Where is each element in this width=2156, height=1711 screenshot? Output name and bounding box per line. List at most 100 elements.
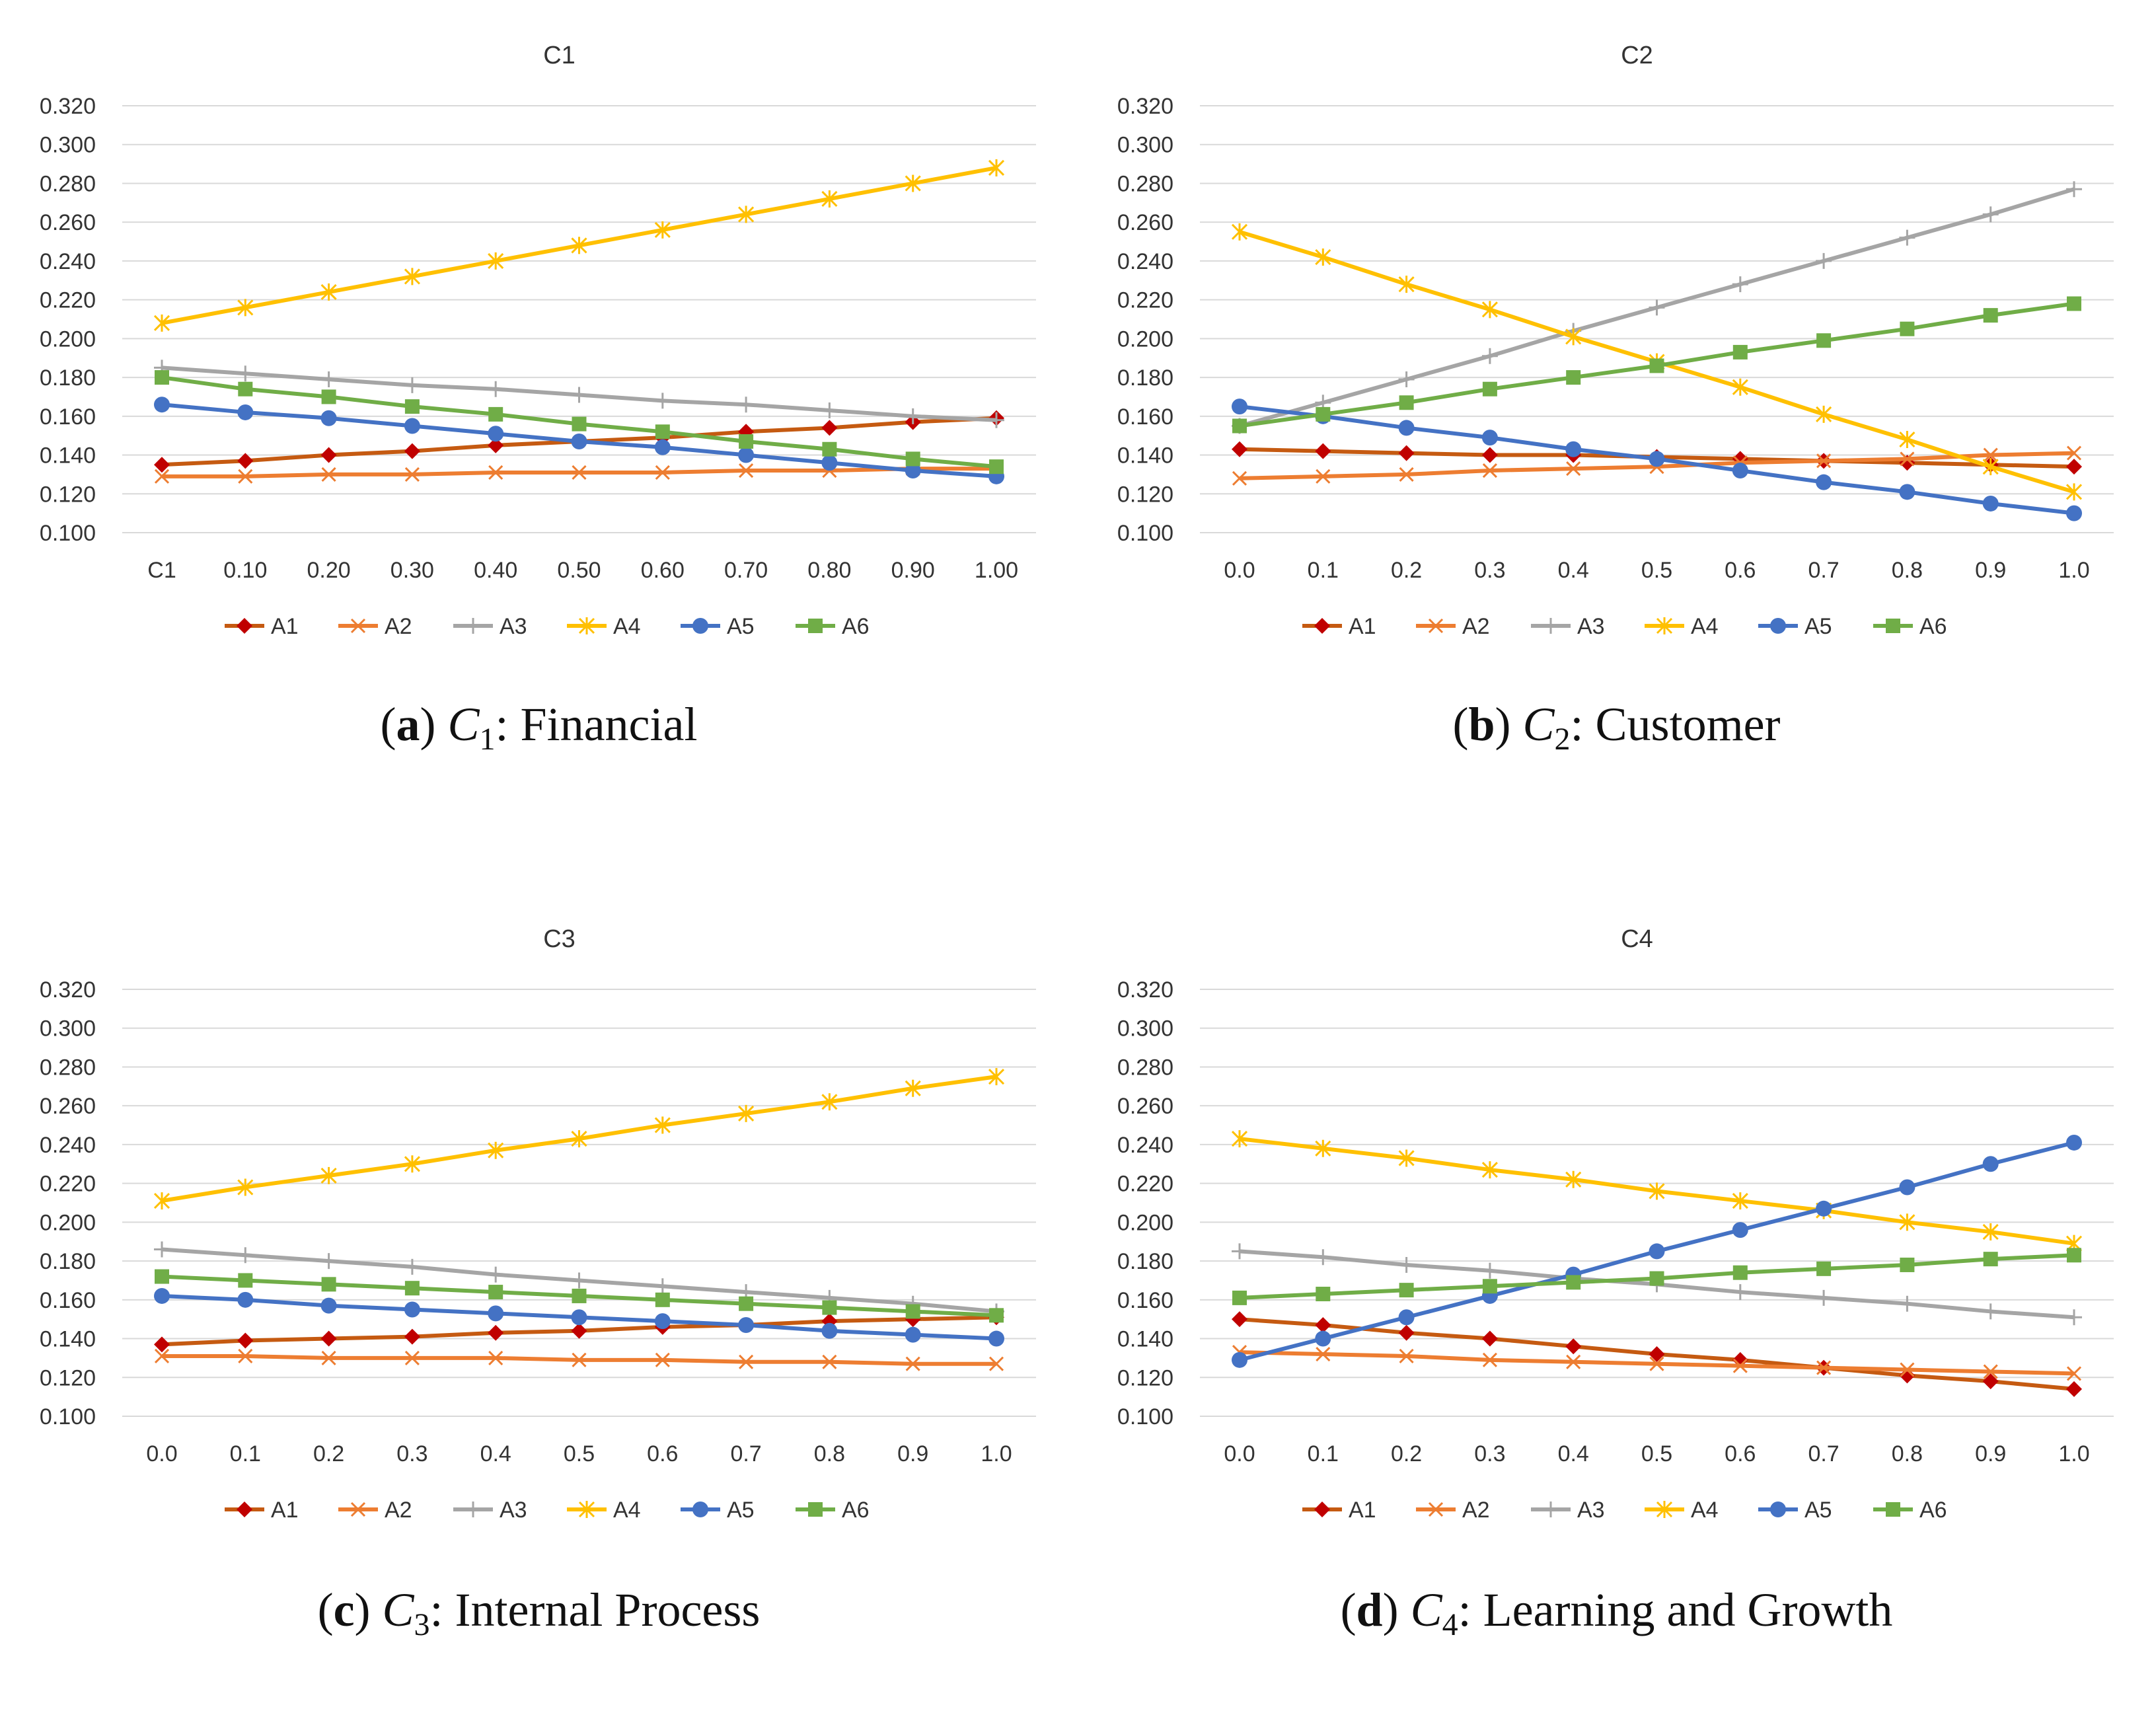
- data-point: [905, 1356, 920, 1371]
- panel-c-internal-process: C3 0.100 0.120 0.140 0.160 0.180 0.200 0.220 0.2…: [0, 884, 1078, 1711]
- data-point: [321, 1277, 336, 1292]
- data-point: [738, 1104, 755, 1122]
- data-point: [1399, 1348, 1414, 1364]
- legend-label: A4: [1691, 614, 1719, 639]
- data-point: [154, 397, 170, 413]
- data-point: [1899, 431, 1915, 449]
- data-point: [1232, 1351, 1247, 1368]
- data-point: [238, 1273, 253, 1288]
- y-tick-label: 0.140: [40, 1327, 96, 1352]
- series-a3: [154, 360, 1004, 428]
- series-a4: [153, 1068, 1005, 1210]
- data-point: [404, 1301, 420, 1318]
- x-tick-label: 1.00: [975, 558, 1018, 583]
- data-point: [1732, 1358, 1748, 1373]
- data-point: [572, 465, 587, 480]
- data-point: [1566, 1275, 1581, 1290]
- panel-d-learning-growth: C4 0.100 0.120 0.140 0.160 0.180 0.200 0.220 0.2…: [1078, 884, 2155, 1711]
- series-a5: [1232, 1134, 2082, 1368]
- data-point: [1398, 1256, 1415, 1273]
- data-point: [572, 416, 587, 432]
- legend-label: A2: [385, 1498, 412, 1523]
- y-tick-label: 0.160: [40, 1288, 96, 1313]
- legend-item-a5: A5: [1758, 1498, 1832, 1523]
- data-point: [154, 1241, 170, 1258]
- legend-label: A5: [1804, 1498, 1832, 1523]
- x-tick-label: 0.7: [730, 1441, 761, 1466]
- data-point: [488, 1266, 504, 1283]
- x-tick-label: 0.8: [814, 1441, 845, 1466]
- data-point: [1316, 406, 1331, 422]
- legend-label: A2: [1462, 1498, 1490, 1523]
- data-point: [1900, 1257, 1915, 1272]
- x-tick-label: 0.30: [390, 558, 434, 583]
- data-point: [404, 268, 420, 285]
- data-point: [1816, 1200, 1832, 1217]
- data-point: [1732, 463, 1748, 479]
- legend-label: A5: [727, 614, 755, 639]
- caption-a: (a) C1: Financial: [380, 698, 698, 757]
- data-point: [1398, 445, 1415, 461]
- data-point: [571, 387, 587, 403]
- data-point: [654, 439, 671, 455]
- x-tick-label: 0.90: [891, 558, 935, 583]
- data-point: [238, 1348, 253, 1364]
- data-point: [2067, 1248, 2081, 1263]
- x-tick-label: 0.0: [146, 1441, 177, 1466]
- x-tick-label: 0.5: [1641, 558, 1672, 583]
- data-point: [1816, 252, 1832, 269]
- data-point: [738, 1316, 755, 1333]
- legend-item-a1: A1: [1302, 614, 1376, 639]
- legend-item-a6: A6: [796, 614, 870, 639]
- data-point: [320, 1166, 337, 1184]
- data-point: [1565, 1338, 1582, 1355]
- y-tick-label: 0.200: [1117, 1210, 1173, 1235]
- chart-c4: C4 0.100 0.120 0.140 0.160 0.180 0.200 0.220 0.2…: [1117, 925, 2114, 1523]
- legend-marker: [1543, 1502, 1559, 1517]
- data-point: [2066, 445, 2082, 461]
- data-point: [1649, 1182, 1665, 1200]
- data-point: [1982, 495, 1999, 512]
- data-point: [2066, 1381, 2082, 1397]
- data-point: [905, 1079, 921, 1097]
- y-tick-label: 0.200: [1117, 326, 1173, 352]
- data-point: [1232, 399, 1247, 415]
- y-tick-label: 0.260: [40, 1094, 96, 1119]
- data-point: [655, 424, 670, 439]
- data-point: [404, 1328, 420, 1345]
- data-point: [404, 467, 420, 482]
- x-tick-label: 0.9: [1975, 1441, 2006, 1466]
- data-point: [571, 1309, 587, 1326]
- legend-marker: [808, 619, 823, 633]
- y-tick-label: 0.100: [1117, 1404, 1173, 1429]
- legend-marker: [1656, 1501, 1673, 1518]
- caption-d: (d) C4: Learning and Growth: [1340, 1583, 1893, 1642]
- legend-marker: [1543, 618, 1559, 634]
- y-tick-label: 0.300: [40, 1016, 96, 1042]
- data-point: [1732, 1265, 1748, 1280]
- data-point: [1232, 1311, 1247, 1328]
- data-point: [571, 237, 587, 254]
- y-tick-label: 0.140: [1117, 443, 1173, 469]
- legend-marker: [465, 1502, 481, 1517]
- gridlines: [1200, 989, 2114, 1417]
- data-point: [1816, 1289, 1832, 1306]
- y-tick-label: 0.200: [40, 326, 96, 352]
- y-tick-label: 0.100: [1117, 521, 1173, 546]
- data-point: [237, 1247, 254, 1264]
- data-point: [654, 393, 671, 409]
- legend-marker: [1428, 618, 1444, 634]
- data-point: [1649, 1346, 1665, 1363]
- y-tick-label: 0.120: [1117, 1365, 1173, 1390]
- series-a2: [154, 1348, 1004, 1371]
- chart-c2: C2 0.100 0.120 0.140 0.160 0.180 0.200 0.220 0.2…: [1117, 42, 2114, 639]
- legend-label: A1: [1349, 1498, 1376, 1523]
- data-point: [1566, 1354, 1581, 1369]
- data-point: [488, 1285, 503, 1300]
- legend-marker: [692, 1502, 708, 1517]
- data-point: [1900, 451, 1915, 467]
- data-point: [1481, 301, 1498, 319]
- legend-item-a3: A3: [453, 614, 527, 639]
- y-tick-label: 0.220: [40, 288, 96, 313]
- legend-marker: [1770, 618, 1786, 634]
